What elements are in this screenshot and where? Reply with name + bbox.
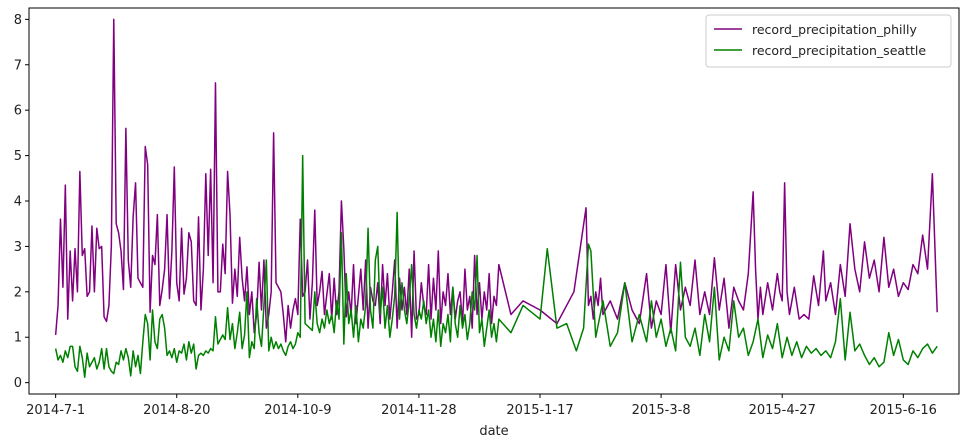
- x-tick-label: 2014-11-28: [381, 403, 457, 418]
- y-tick-label: 6: [14, 104, 22, 119]
- x-tick-label: 2014-10-9: [264, 403, 331, 418]
- legend-box: [705, 14, 952, 68]
- y-tick-label: 7: [14, 58, 22, 73]
- y-axis: 0 1 2 3 4 5 6 7 8: [14, 13, 29, 391]
- y-tick-label: 2: [14, 285, 22, 300]
- x-tick-label: 2015-3-8: [632, 403, 691, 418]
- y-tick-label: 0: [14, 376, 22, 391]
- x-tick-label: 2015-1-17: [506, 403, 573, 418]
- legend: record_precipitation_philly record_preci…: [705, 14, 952, 68]
- y-tick-label: 5: [14, 149, 22, 164]
- legend-label-seattle: record_precipitation_seattle: [752, 43, 926, 58]
- x-tick-label: 2015-4-27: [749, 403, 816, 418]
- x-tick-label: 2015-6-16: [870, 403, 937, 418]
- x-tick-label: 2014-8-20: [143, 403, 210, 418]
- x-tick-label: 2014-7-1: [26, 403, 85, 418]
- series-lines: [54, 18, 938, 378]
- series-line-seattle: [54, 154, 938, 378]
- x-axis: 2014-7-1 2014-8-20 2014-10-9 2014-11-28 2015…: [26, 394, 937, 418]
- series-line-philly: [54, 18, 938, 343]
- y-tick-label: 1: [14, 331, 22, 346]
- y-tick-label: 8: [14, 13, 22, 28]
- y-tick-label: 4: [14, 195, 22, 210]
- y-tick-label: 3: [14, 240, 22, 255]
- legend-label-philly: record_precipitation_philly: [752, 22, 917, 37]
- plot-frame: [28, 7, 960, 395]
- x-axis-label: date: [479, 424, 508, 439]
